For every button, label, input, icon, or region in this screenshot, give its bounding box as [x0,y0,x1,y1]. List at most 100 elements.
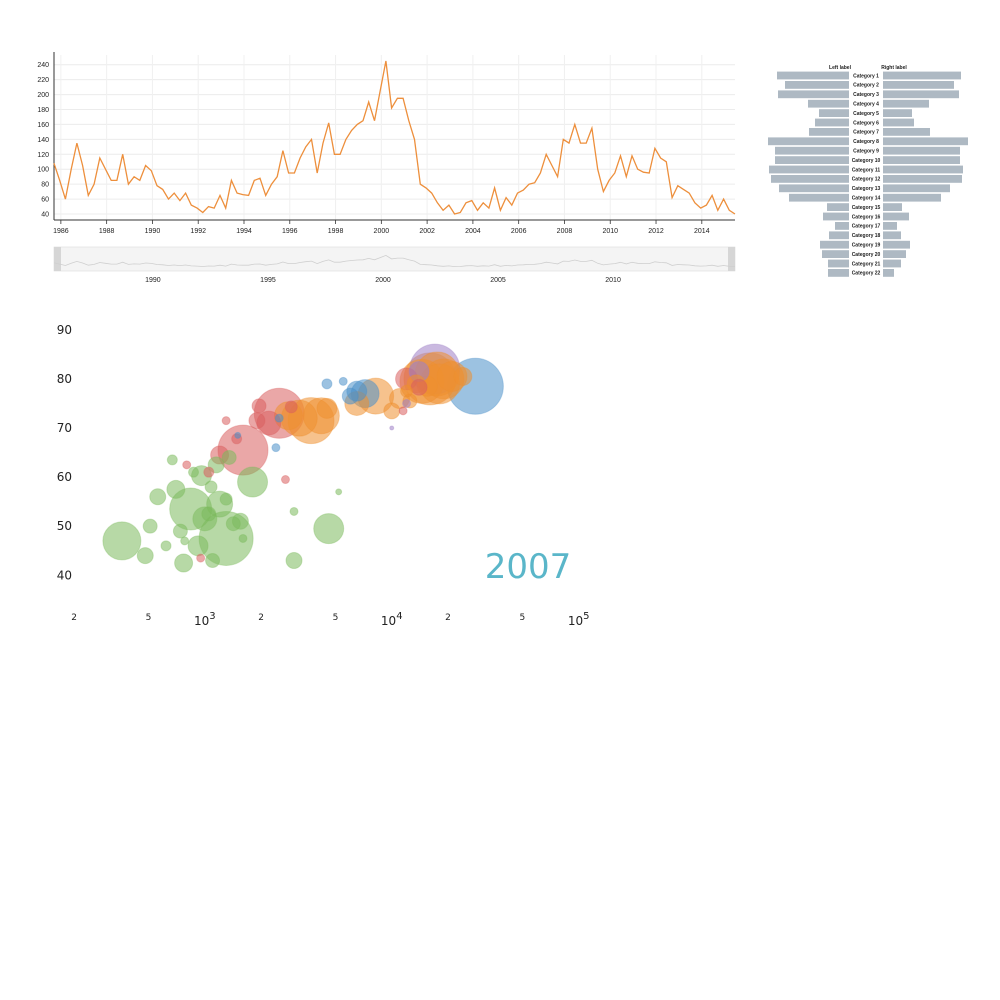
left-bar [777,71,849,80]
x-minor-tick-label: 2 [258,613,264,623]
bubble [398,406,408,416]
x-major-tick-label: 104 [381,611,403,628]
line-chart: 40 60 80 100 120 140 160 180 200 220 240 1986 1988 19… [37,52,736,284]
x-tick-label: 1992 [190,228,206,235]
bubble [136,547,154,565]
right-bar [883,193,941,202]
navigator-tick-label: 2005 [490,277,506,284]
right-bar [883,222,897,230]
right-bar [883,81,954,89]
bubble [160,540,172,552]
bubble [383,402,401,420]
bubble [410,378,428,396]
right-bar [883,269,894,277]
bubble [204,480,218,494]
left-bar [775,146,849,155]
bubble [335,488,343,496]
x-major-tick-label: 103 [194,611,216,628]
bubble [251,398,267,414]
x-minor-tick-label: 2 [71,613,77,623]
y-tick-label: 220 [37,77,49,84]
y-tick-label: 100 [37,167,49,174]
bubble [180,536,190,546]
navigator-tick-label: 1995 [260,277,276,284]
right-bar [883,175,962,183]
x-tick-label: 2004 [465,228,481,235]
category-label: Category 22 [852,271,881,277]
bubble [205,553,221,569]
bubble [400,384,414,398]
right-bar [883,165,963,174]
x-tick-label: 1986 [53,228,69,235]
x-minor-tick-label: 2 [445,613,451,623]
right-bar [883,203,902,211]
x-tick-label: 2012 [648,228,664,235]
category-label: Category 16 [852,214,881,220]
navigator-tick-label: 1990 [145,277,161,284]
right-bar [883,212,909,221]
category-label: Category 3 [853,92,879,98]
navigator-handle-left[interactable] [54,247,61,271]
bubble [280,475,290,485]
x-tick-label: 1990 [145,228,161,235]
bubble [196,553,206,563]
category-label: Category 13 [852,186,881,192]
right-bar [883,128,930,136]
bubble [248,412,266,430]
category-label: Category 2 [853,83,879,89]
x-tick-label: 2006 [511,228,527,235]
navigator-series [53,254,736,268]
bubble [389,425,395,431]
bubble [289,506,299,516]
category-label: Category 8 [853,139,879,145]
right-bar [883,156,960,164]
bubble [149,488,167,506]
navigator-tick-label: 2000 [375,277,391,284]
x-tick-label: 2000 [374,228,390,235]
category-label: Category 5 [853,111,879,117]
category-label: Category 9 [853,149,879,155]
right-bar [883,259,901,268]
category-label: Category 6 [853,120,879,126]
bubble [221,449,237,465]
y-tick-label: 200 [37,92,49,99]
navigator-handle-right[interactable] [728,247,735,271]
right-bar [883,99,929,108]
y-tick-label: 160 [37,122,49,129]
y-tick-label: 120 [37,152,49,159]
left-bar [828,259,849,268]
left-bar [778,90,849,99]
left-bar [815,118,849,127]
bubble [142,518,158,534]
right-bar [883,109,912,117]
bubble [182,460,192,470]
bubble [402,398,412,408]
right-bar [883,184,950,193]
left-bar [827,203,849,211]
y-tick-label: 40 [57,568,72,582]
bubble [237,466,269,498]
x-tick-label: 2014 [694,228,710,235]
line-series [53,60,736,215]
x-major-tick-label: 105 [568,611,590,628]
bubble [341,387,359,405]
bubble [316,397,338,419]
right-bar [883,118,914,127]
bubble [338,376,348,386]
category-label: Category 15 [852,205,881,211]
left-axis-label: Left label [829,65,852,71]
right-bar [883,71,961,80]
y-tick-label: 240 [37,62,49,69]
left-bar [828,269,849,277]
x-minor-tick-label: 5 [146,613,152,623]
bubble [166,454,178,466]
navigator-tick-label: 2010 [605,277,621,284]
left-bar [829,231,849,240]
category-label: Category 4 [853,102,879,108]
y-tick-label: 80 [41,182,49,189]
left-bar [835,222,849,230]
bubble [102,521,142,561]
left-bar [823,212,849,221]
bubble [188,466,200,478]
